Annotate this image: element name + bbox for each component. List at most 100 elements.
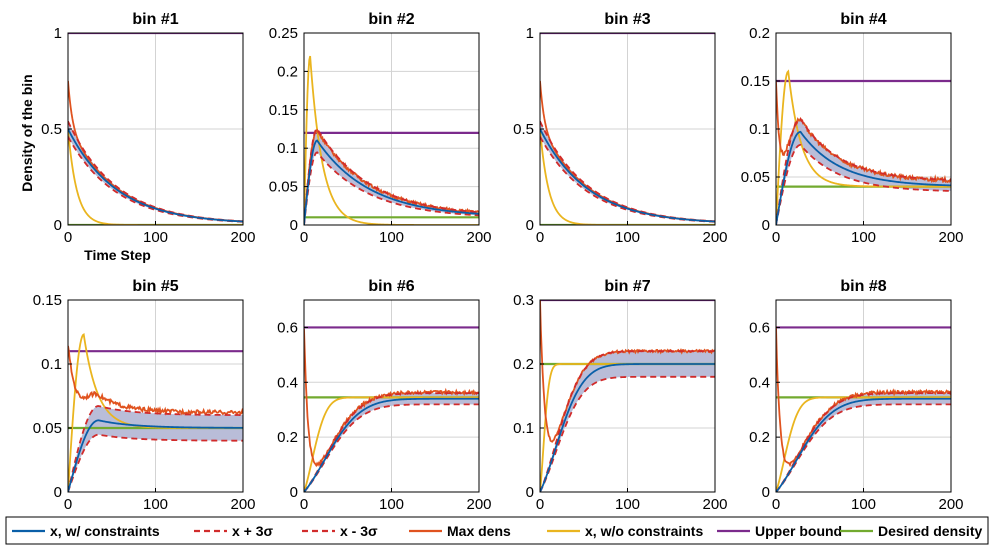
- x-tick-label: 200: [230, 229, 255, 246]
- y-tick-label: 0.2: [749, 25, 770, 42]
- legend: x, w/ constraints x + 3σ x - 3σ Max dens x, …: [5, 516, 989, 545]
- y-tick-label: 1: [54, 25, 62, 42]
- x-without-constraints-line: [540, 128, 715, 225]
- y-tick-label: 0.15: [269, 102, 298, 119]
- x-tick-label: 0: [64, 229, 72, 246]
- x-tick-label: 100: [851, 229, 876, 246]
- y-tick-label: 0.1: [277, 140, 298, 157]
- x-with-constraints-line: [776, 130, 951, 225]
- y-tick-label: 0.25: [269, 25, 298, 42]
- x-minus-3sigma-line: [304, 151, 479, 225]
- x-with-constraints-line: [68, 128, 243, 223]
- y-tick-label: 0: [526, 217, 534, 234]
- legend-label: x + 3σ: [232, 523, 274, 539]
- legend-label: x, w/ constraints: [50, 523, 160, 539]
- x-with-constraints-line: [540, 128, 715, 223]
- chart-panel-3: bin #3 0 100 200 0 0.5 1: [513, 11, 727, 246]
- max-dens-line: [540, 300, 715, 443]
- y-tick-label: 1: [526, 25, 534, 42]
- chart-panel-8: bin #8 0 100 200 0 0.2 0.4 0.6: [749, 278, 963, 513]
- y-tick-label: 0: [526, 484, 534, 501]
- x-tick-label: 200: [938, 496, 963, 513]
- y-tick-label: 0.05: [741, 169, 770, 186]
- chart-panel-7: bin #7 0 100 200 0 0.1 0.2 0.3: [513, 278, 727, 513]
- x-tick-label: 0: [772, 229, 780, 246]
- x-with-constraints-line: [68, 419, 243, 492]
- chart-panel-2: bin #2 0 100 200 0 0.05 0.1 0.15 0.2 0.25: [269, 11, 492, 246]
- y-tick-label: 0.05: [269, 179, 298, 196]
- x-tick-label: 200: [466, 229, 491, 246]
- y-tick-label: 0: [290, 484, 298, 501]
- x-minus-3sigma-line: [68, 433, 243, 492]
- sigma-band: [776, 118, 951, 225]
- sigma-band: [776, 393, 951, 492]
- x-plus-3sigma-line: [540, 350, 715, 492]
- panel-title: bin #5: [132, 278, 178, 295]
- y-tick-label: 0: [762, 217, 770, 234]
- panel-title: bin #8: [840, 278, 886, 295]
- max-dens-line: [68, 345, 243, 417]
- legend-box: [5, 516, 989, 545]
- sigma-band: [540, 351, 715, 492]
- y-tick-label: 0: [54, 217, 62, 234]
- panel-title: bin #4: [840, 11, 886, 28]
- y-tick-label: 0.2: [513, 356, 534, 373]
- x-with-constraints-line: [776, 397, 951, 492]
- y-tick-label: 0.2: [749, 429, 770, 446]
- x-plus-3sigma-line: [68, 405, 243, 492]
- chart-panel-6: bin #6 0 100 200 0 0.2 0.4 0.6: [277, 278, 491, 513]
- x-tick-label: 100: [143, 496, 168, 513]
- legend-label: Upper bound: [755, 523, 842, 539]
- y-tick-label: 0.2: [277, 429, 298, 446]
- x-tick-label: 100: [379, 229, 404, 246]
- x-tick-label: 0: [300, 229, 308, 246]
- x-with-constraints-line: [304, 397, 479, 492]
- y-tick-label: 0.4: [749, 374, 770, 391]
- x-plus-3sigma-line: [776, 392, 951, 492]
- x-tick-label: 100: [379, 496, 404, 513]
- x-minus-3sigma-line: [540, 375, 715, 492]
- panel-title: bin #1: [132, 11, 178, 28]
- chart-panel-1: bin #1 0 100 200 0 0.5 1 Time Step Density of th…: [19, 11, 256, 263]
- panel-title: bin #2: [368, 11, 414, 28]
- chart-panel-4: bin #4 0 100 200 0 0.05 0.1 0.15 0.2: [741, 11, 964, 246]
- y-tick-label: 0.1: [41, 356, 62, 373]
- legend-label: Desired density: [878, 523, 982, 539]
- legend-label: x - 3σ: [340, 523, 378, 539]
- x-plus-3sigma-line: [304, 127, 479, 225]
- x-with-constraints-line: [304, 139, 479, 225]
- x-plus-3sigma-line: [304, 392, 479, 492]
- x-plus-3sigma-line: [776, 117, 951, 225]
- x-tick-label: 200: [702, 229, 727, 246]
- x-axis-label: Time Step: [84, 247, 151, 263]
- panel-title: bin #3: [604, 11, 650, 28]
- y-tick-label: 0.2: [277, 63, 298, 80]
- x-tick-label: 200: [938, 229, 963, 246]
- y-tick-label: 0.3: [513, 292, 534, 309]
- x-tick-label: 0: [300, 496, 308, 513]
- y-tick-label: 0.1: [749, 121, 770, 138]
- x-without-constraints-line: [68, 128, 243, 225]
- y-tick-label: 0: [54, 484, 62, 501]
- max-dens-line: [304, 328, 479, 468]
- x-tick-label: 0: [536, 229, 544, 246]
- x-plus-3sigma-line: [68, 120, 243, 223]
- chart-panel-5: bin #5 0 100 200 0 0.05 0.1 0.15: [33, 278, 256, 513]
- y-tick-label: 0.5: [41, 121, 62, 138]
- legend-label: Max dens: [447, 523, 511, 539]
- y-tick-label: 0: [762, 484, 770, 501]
- y-tick-label: 0: [290, 217, 298, 234]
- y-tick-label: 0.5: [513, 121, 534, 138]
- y-tick-label: 0.05: [33, 420, 62, 437]
- x-tick-label: 100: [851, 496, 876, 513]
- x-without-constraints-line: [304, 396, 479, 492]
- panel-title: bin #7: [604, 278, 650, 295]
- x-minus-3sigma-line: [776, 403, 951, 492]
- x-tick-label: 200: [702, 496, 727, 513]
- y-tick-label: 0.6: [749, 319, 770, 336]
- x-tick-label: 0: [64, 496, 72, 513]
- x-minus-3sigma-line: [776, 143, 951, 225]
- x-plus-3sigma-line: [540, 120, 715, 223]
- y-axis-label: Density of the bin: [19, 74, 35, 191]
